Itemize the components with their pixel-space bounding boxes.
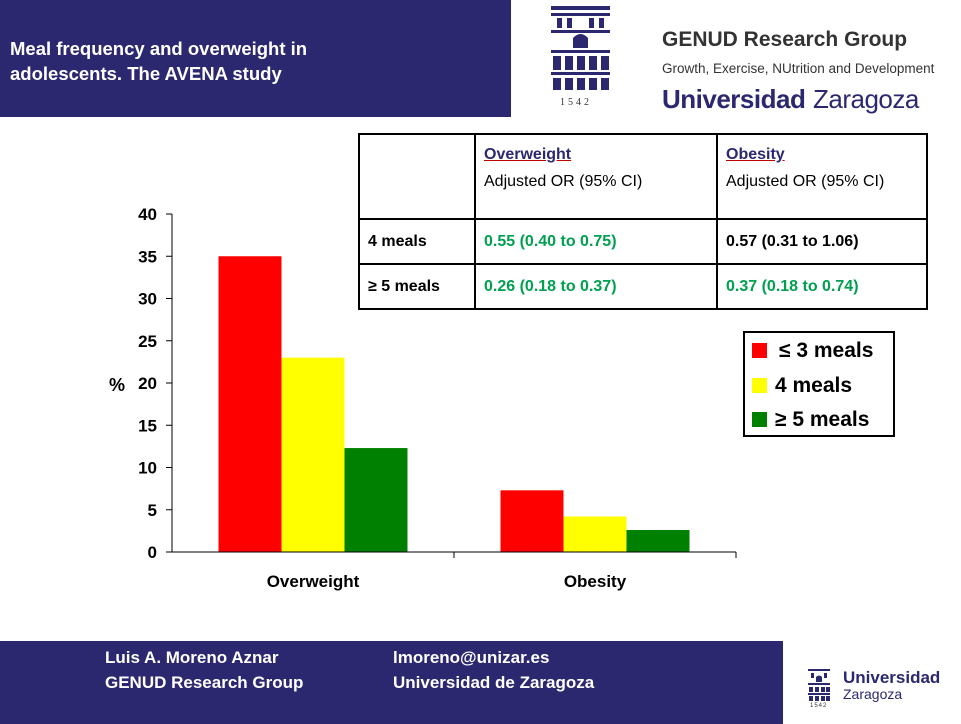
legend-item: 4 meals [752, 374, 852, 398]
group-name: GENUD Research Group [662, 28, 908, 51]
seal-year: 1542 [560, 97, 592, 108]
legend-label: ≥ 5 meals [775, 408, 870, 431]
table-header-obesity: Obesity Adjusted OR (95% CI) [716, 133, 928, 220]
bar-overweight-1 [281, 357, 345, 552]
header-sub: Adjusted OR (95% CI) [484, 173, 643, 190]
table-corner-cell [358, 133, 476, 220]
table-header-row: Overweight Adjusted OR (95% CI) Obesity … [358, 133, 928, 220]
cell-obesity: 0.57 (0.31 to 1.06) [716, 218, 928, 265]
footer-email[interactable]: lmoreno@unizar.es [393, 648, 550, 667]
bar-obesity-0 [500, 490, 564, 552]
chart-legend: ≤ 3 meals 4 meals ≥ 5 meals [743, 331, 895, 437]
y-tick-label: 0 [148, 543, 157, 562]
header-name: Obesity [726, 146, 785, 163]
legend-item: ≥ 5 meals [752, 408, 869, 432]
cell-overweight: 0.55 (0.40 to 0.75) [474, 218, 718, 265]
y-tick-label: 15 [138, 416, 157, 435]
row-label: ≥ 5 meals [358, 263, 476, 310]
group-tagline: Growth, Exercise, NUtrition and Developm… [662, 61, 935, 76]
y-tick-label: 10 [138, 459, 157, 478]
x-category-label: Obesity [564, 572, 627, 591]
odds-ratio-table: Overweight Adjusted OR (95% CI) Obesity … [358, 133, 928, 310]
y-tick-label: 40 [138, 205, 157, 224]
legend-swatch-red [752, 343, 767, 358]
footer-institution: Universidad de Zaragoza [393, 673, 595, 692]
header-name: Overweight [484, 146, 572, 163]
university-seal-icon [551, 6, 610, 90]
y-tick-label: 35 [138, 247, 157, 266]
y-tick-label: 20 [138, 374, 157, 393]
legend-label: ≤ 3 meals [779, 339, 874, 362]
header-sub: Adjusted OR (95% CI) [726, 173, 885, 190]
y-tick-label: 25 [138, 332, 157, 351]
university-seal-small-icon [808, 669, 830, 701]
legend-item: ≤ 3 meals [752, 339, 873, 363]
legend-label: 4 meals [775, 374, 853, 397]
y-axis-label: % [109, 375, 125, 395]
cell-obesity: 0.37 (0.18 to 0.74) [716, 263, 928, 310]
cell-overweight: 0.26 (0.18 to 0.37) [474, 263, 718, 310]
university-name-bold: Universidad [662, 84, 806, 114]
x-category-label: Overweight [267, 572, 360, 591]
slide-title: Meal frequency and overweight in adolesc… [10, 38, 308, 84]
footer-author: Luis A. Moreno Aznar [105, 648, 279, 667]
bar-obesity-2 [626, 530, 690, 552]
table-row: 4 meals 0.55 (0.40 to 0.75) 0.57 (0.31 t… [358, 218, 928, 265]
footer-band [0, 641, 783, 724]
footer-group: GENUD Research Group [105, 673, 304, 692]
legend-swatch-yellow [752, 378, 767, 393]
footer-logo-bold: Universidad [843, 668, 941, 687]
table-header-overweight: Overweight Adjusted OR (95% CI) [474, 133, 718, 220]
y-tick-label: 30 [138, 290, 157, 309]
table-row: ≥ 5 meals 0.26 (0.18 to 0.37) 0.37 (0.18… [358, 263, 928, 310]
bar-overweight-2 [344, 448, 408, 552]
university-name-light: Zaragoza [813, 84, 919, 114]
legend-swatch-green [752, 412, 767, 427]
logo-area [511, 0, 961, 117]
footer-logo-year: 1542 [810, 703, 828, 709]
bar-overweight-0 [218, 256, 282, 552]
title-band [0, 0, 511, 117]
bar-obesity-1 [563, 516, 627, 552]
y-tick-label: 5 [148, 501, 157, 520]
row-label: 4 meals [358, 218, 476, 265]
footer-logo-light: Zaragoza [843, 686, 903, 702]
